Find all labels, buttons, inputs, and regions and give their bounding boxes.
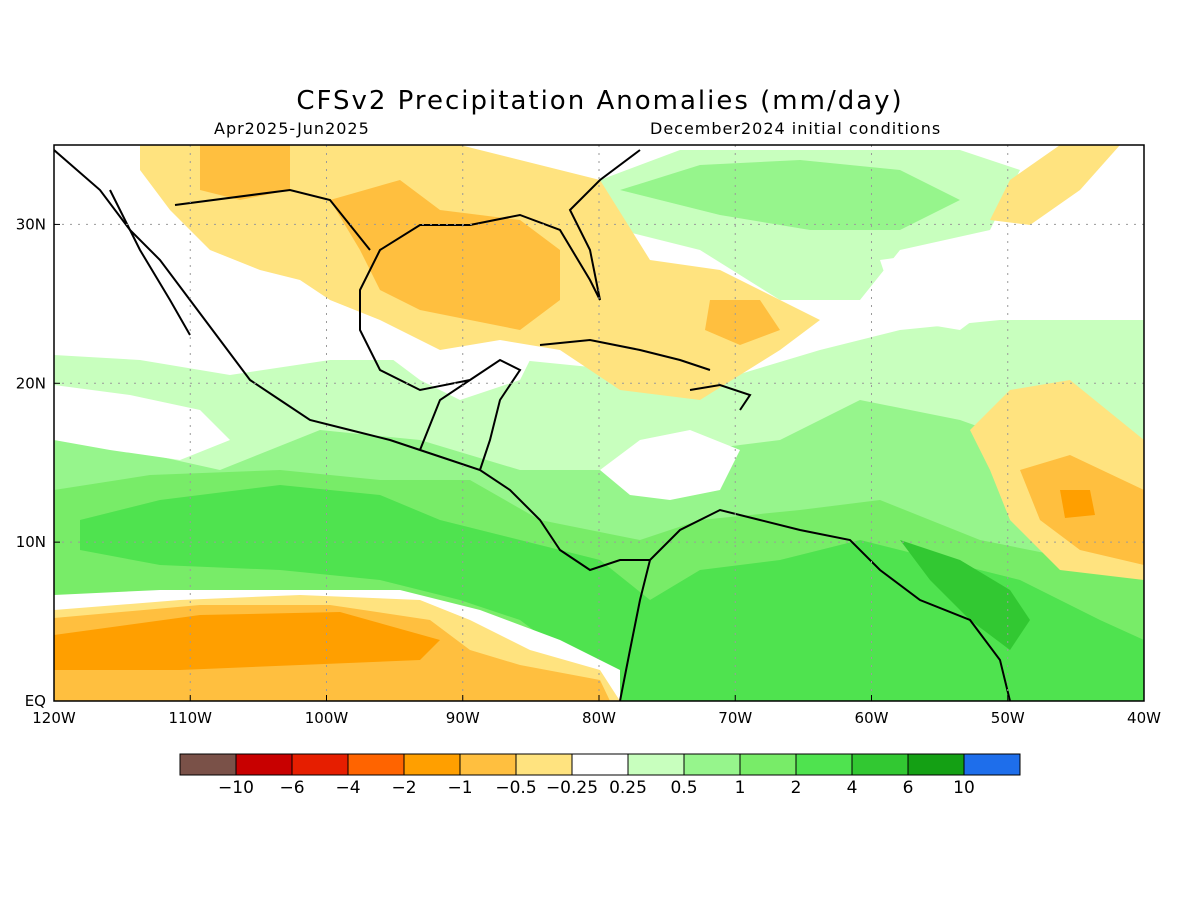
colorbar-swatch — [795, 753, 853, 776]
colorbar-label: −4 — [335, 778, 360, 798]
colorbar-label: 2 — [791, 778, 802, 798]
colorbar-label: −10 — [218, 778, 254, 798]
map-title: CFSv2 Precipitation Anomalies (mm/day) — [296, 86, 904, 116]
coastlines — [54, 149, 1011, 701]
anomaly-region-dry-bahamas — [705, 300, 780, 345]
colorbar-label: 10 — [953, 778, 975, 798]
colorbar-swatch — [403, 753, 461, 776]
coastline-baja — [109, 189, 191, 336]
lon-tick-label: 110W — [169, 709, 213, 727]
colorbar-swatch — [179, 753, 237, 776]
colorbar-swatch — [739, 753, 797, 776]
lon-tick-label: 60W — [855, 709, 889, 727]
coastline-cuba — [539, 338, 711, 371]
colorbar-swatch — [851, 753, 909, 776]
colorbar-swatch — [627, 753, 685, 776]
colorbar-swatch — [459, 753, 517, 776]
colorbar-swatch — [291, 753, 349, 776]
anomaly-region-green-4 — [80, 485, 1144, 701]
lon-tick-label: 50W — [991, 709, 1025, 727]
anomaly-region-green-north — [620, 160, 960, 230]
colorbar-label: −6 — [279, 778, 304, 798]
colorbar-label: 1 — [735, 778, 746, 798]
map-axes: 120W 110W 100W 90W 80W 70W 60W 50W 40W EQ 10N 20N 30… — [16, 215, 1161, 727]
lon-tick-label: 40W — [1127, 709, 1161, 727]
colorbar-swatch — [571, 753, 629, 776]
anomaly-region-green-6 — [900, 540, 1030, 650]
lon-tick-label: 70W — [718, 709, 752, 727]
colorbar-swatch — [235, 753, 293, 776]
coastline-north-america — [54, 149, 650, 572]
colorbar-label: −1 — [447, 778, 472, 798]
lat-tick-label: 10N — [16, 533, 46, 551]
lon-tick-label: 80W — [582, 709, 616, 727]
colorbar-label: 6 — [903, 778, 914, 798]
lat-tick-label: 30N — [16, 215, 46, 233]
anomaly-region-dry-east-atlantic-3 — [1060, 490, 1095, 518]
colorbar-swatch — [347, 753, 405, 776]
coastline-south-america — [619, 508, 1011, 701]
anomaly-region-neutral-pacific — [54, 385, 230, 460]
anomaly-region-dry-north — [200, 145, 290, 200]
colorbar-swatch — [683, 753, 741, 776]
colorbar-label: −0.5 — [495, 778, 536, 798]
anomaly-region-dry-gulf-2 — [330, 180, 560, 330]
colorbar-label: −2 — [391, 778, 416, 798]
colorbar-label: 4 — [847, 778, 858, 798]
colorbar-swatch — [963, 753, 1021, 776]
colorbar-label: 0.5 — [670, 778, 697, 798]
gridlines — [54, 145, 1144, 701]
border-us-mexico — [174, 188, 371, 251]
colorbar-swatch — [515, 753, 573, 776]
anomaly-region-dry-atlantic-ne — [990, 145, 1120, 225]
colorbar-label: 0.25 — [609, 778, 647, 798]
colorbar-label: −0.25 — [546, 778, 598, 798]
coastline-hispaniola — [689, 383, 752, 411]
initial-conditions: December2024 initial conditions — [650, 119, 942, 138]
lat-tick-label: 20N — [16, 374, 46, 392]
anomaly-region-dry-eq-pacific-3 — [54, 612, 440, 670]
lat-tick-label: EQ — [25, 692, 46, 710]
lon-tick-label: 90W — [446, 709, 480, 727]
colorbar-swatch — [907, 753, 965, 776]
forecast-period: Apr2025-Jun2025 — [214, 119, 370, 138]
lon-tick-label: 120W — [32, 709, 76, 727]
lon-tick-label: 100W — [305, 709, 349, 727]
colorbar: −10 −6 −4 −2 −1 −0.5 −0.25 0.25 0.5 1 2 4 6 10 — [179, 753, 1021, 798]
anomaly-region-neutral-atlantic — [880, 250, 1000, 330]
anomaly-region-neutral-caribbean — [600, 430, 740, 500]
